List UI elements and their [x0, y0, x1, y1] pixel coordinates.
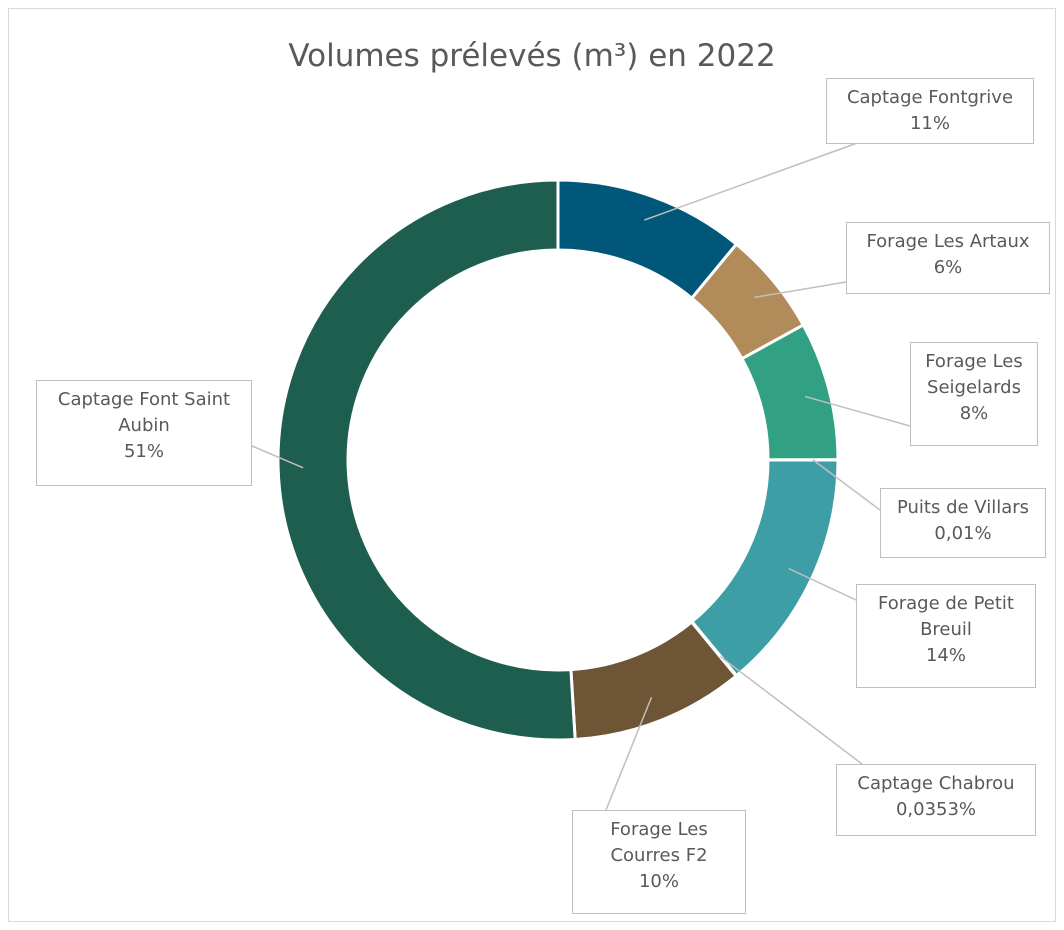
label-value: 6%: [933, 257, 963, 278]
label-value: 11%: [909, 113, 950, 134]
label-category: Forage Les Artaux: [866, 231, 1030, 252]
leader-line: [605, 696, 653, 811]
donut-segment: [276, 178, 577, 742]
label-category: Forage Les Seigelards: [925, 351, 1023, 398]
label-value: 8%: [959, 403, 989, 424]
label-category: Captage Chabrou: [857, 773, 1015, 794]
data-label: Forage Les Artaux 6%: [846, 222, 1050, 294]
label-category: Forage de Petit Breuil: [877, 593, 1014, 640]
label-value: 0,01%: [934, 523, 992, 544]
chart-title: Volumes prélevés (m³) en 2022: [288, 38, 776, 74]
data-label: Forage Les Courres F2 10%: [572, 810, 746, 914]
leader-line: [251, 445, 304, 469]
leader-line: [788, 567, 857, 601]
label-category: Captage Fontgrive: [846, 87, 1014, 108]
label-category: Captage Font Saint Aubin: [57, 389, 231, 436]
label-category: Puits de Villars: [896, 497, 1030, 518]
donut-segment: [689, 458, 840, 678]
data-label: Puits de Villars 0,01%: [880, 488, 1046, 558]
data-label: Forage de Petit Breuil 14%: [856, 584, 1036, 688]
label-value: 51%: [123, 441, 164, 462]
data-label: Captage Chabrou 0,0353%: [836, 764, 1036, 836]
leader-line: [804, 395, 911, 427]
label-category: Forage Les Courres F2: [610, 819, 708, 866]
data-label: Captage Font Saint Aubin 51%: [36, 380, 252, 486]
label-value: 10%: [638, 871, 679, 892]
leader-line: [754, 281, 847, 299]
data-label: Forage Les Seigelards 8%: [910, 342, 1038, 446]
leader-line: [644, 141, 861, 221]
leader-line: [812, 459, 881, 511]
data-label: Captage Fontgrive 11%: [826, 78, 1034, 144]
chart-frame: [8, 8, 1056, 922]
leader-line: [719, 655, 863, 765]
label-value: 14%: [925, 645, 966, 666]
label-value: 0,0353%: [895, 799, 977, 820]
